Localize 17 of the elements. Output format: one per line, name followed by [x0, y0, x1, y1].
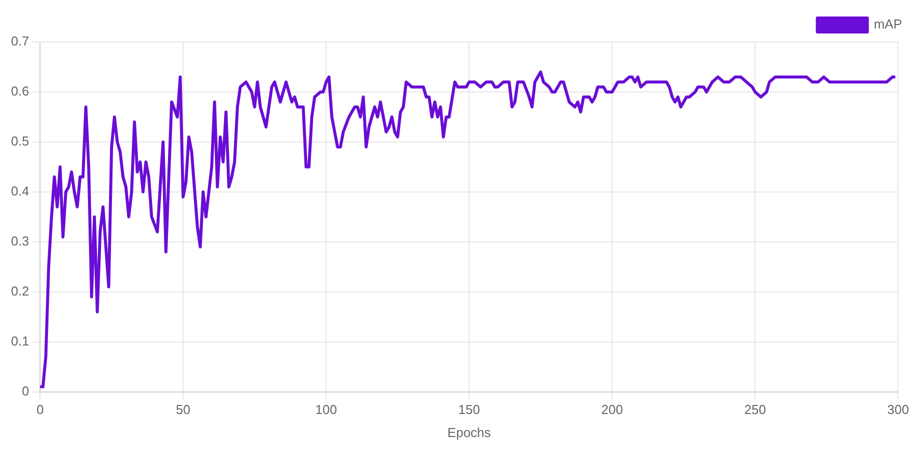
- legend-label: mAP: [874, 16, 902, 32]
- y-tick-label: 0.4: [10, 183, 30, 198]
- x-tick-label: 250: [744, 402, 766, 418]
- x-tick-label: 50: [176, 402, 190, 418]
- x-tick-label: 100: [315, 402, 337, 418]
- x-axis-title: Epochs: [447, 424, 492, 440]
- y-tick-label: 0.1: [10, 333, 30, 348]
- y-tick-label: 0.3: [10, 233, 30, 248]
- y-tick-label: 0: [22, 383, 30, 398]
- y-tick-label: 0.6: [10, 84, 30, 99]
- x-tick-label: 150: [458, 402, 480, 418]
- x-tick-label: 0: [36, 402, 44, 418]
- x-tick-label: 300: [887, 402, 910, 418]
- y-tick-label: 0.5: [10, 134, 30, 149]
- y-tick-label: 0.7: [10, 34, 30, 49]
- y-tick-label: 0.2: [10, 283, 30, 298]
- x-tick-label: 200: [601, 402, 623, 418]
